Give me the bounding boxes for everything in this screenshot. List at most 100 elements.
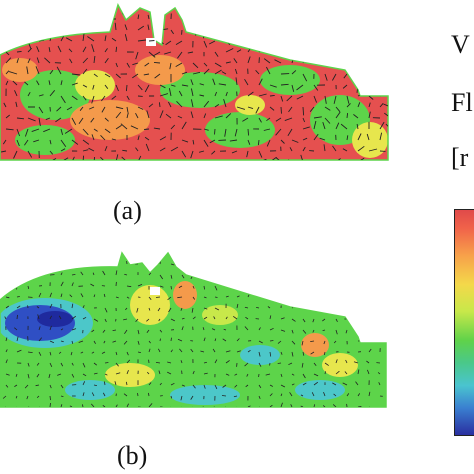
velocity-vector <box>104 35 107 42</box>
velocity-vector <box>181 384 186 387</box>
velocity-vector <box>211 328 216 331</box>
velocity-vector <box>104 318 107 323</box>
velocity-vector <box>301 44 304 53</box>
velocity-vector <box>313 33 315 42</box>
velocity-vector <box>177 338 183 342</box>
velocity-vector <box>244 326 249 331</box>
velocity-vector <box>101 95 106 102</box>
velocity-vector <box>69 294 73 298</box>
velocity-vector <box>144 128 150 130</box>
velocity-vector <box>257 139 260 146</box>
velocity-vector <box>170 395 173 399</box>
velocity-vector <box>2 263 7 266</box>
velocity-vector <box>80 293 84 298</box>
velocity-vector <box>246 150 249 158</box>
velocity-vector <box>389 371 391 375</box>
velocity-vector <box>181 263 186 266</box>
velocity-vector <box>268 263 271 269</box>
velocity-vector <box>82 362 86 368</box>
velocity-vector <box>176 162 183 164</box>
velocity-vector <box>368 13 372 20</box>
velocity-vector <box>190 348 194 353</box>
velocity-vector <box>90 403 95 407</box>
velocity-vector <box>38 18 44 26</box>
velocity-vector <box>277 340 282 344</box>
velocity-vector <box>114 22 117 31</box>
velocity-vector <box>120 5 128 9</box>
velocity-vector <box>247 405 251 407</box>
velocity-vector <box>60 362 64 367</box>
velocity-vector <box>302 329 307 334</box>
velocity-vector <box>104 146 108 152</box>
velocity-vector <box>81 25 84 31</box>
velocity-vector <box>236 253 239 257</box>
velocity-vector <box>368 28 376 31</box>
velocity-vector <box>82 392 85 397</box>
velocity-vector <box>258 384 262 389</box>
velocity-vector <box>93 362 98 366</box>
velocity-vector <box>203 384 206 389</box>
velocity-vector <box>225 61 231 64</box>
velocity-vector <box>324 371 326 375</box>
velocity-vector <box>357 406 362 407</box>
velocity-vector <box>379 40 383 49</box>
velocity-vector <box>323 144 326 152</box>
velocity-vector <box>137 25 145 31</box>
velocity-vector <box>288 106 293 113</box>
velocity-vector <box>115 46 118 53</box>
velocity-vector <box>225 360 230 364</box>
velocity-vector <box>159 329 163 333</box>
velocity-vector <box>27 58 31 64</box>
velocity-vector <box>71 18 79 23</box>
velocity-vector <box>175 40 183 45</box>
velocity-vector <box>65 37 73 42</box>
velocity-vector <box>27 285 30 289</box>
velocity-vector <box>144 84 150 93</box>
velocity-vector <box>125 307 128 311</box>
velocity-vector <box>12 80 18 86</box>
velocity-vector <box>148 382 152 386</box>
velocity-vector <box>181 16 187 20</box>
velocity-vector <box>27 150 33 158</box>
velocity-vector <box>324 62 330 65</box>
velocity-vector <box>122 253 128 254</box>
velocity-vector <box>82 404 84 407</box>
velocity-vector <box>263 128 271 131</box>
velocity-vector <box>104 307 108 313</box>
velocity-vector <box>258 18 262 26</box>
velocity-vector <box>313 292 317 298</box>
velocity-vector <box>368 62 370 72</box>
velocity-vector <box>246 373 249 377</box>
velocity-vector <box>130 125 139 130</box>
velocity-vector <box>120 123 128 130</box>
velocity-vector <box>90 283 95 287</box>
velocity-vector <box>48 80 51 86</box>
velocity-vector <box>258 7 260 14</box>
velocity-vector <box>15 101 18 108</box>
velocity-vector <box>335 36 339 42</box>
velocity-vector <box>5 384 9 388</box>
velocity-vector <box>153 61 161 64</box>
velocity-vector <box>335 111 341 119</box>
velocity-vector <box>38 117 41 127</box>
velocity-vector <box>13 18 18 27</box>
velocity-vector <box>49 90 56 97</box>
velocity-vector <box>27 362 30 367</box>
velocity-vector <box>148 392 150 397</box>
velocity-vector <box>309 17 315 20</box>
velocity-vector <box>180 360 183 364</box>
velocity-vector <box>115 270 118 276</box>
velocity-vector <box>3 102 7 108</box>
velocity-vector <box>192 316 196 320</box>
velocity-field-plot-a <box>0 3 389 164</box>
velocity-vector <box>92 272 95 276</box>
velocity-vector <box>36 395 40 398</box>
velocity-vector <box>137 329 140 335</box>
velocity-vector <box>57 373 62 376</box>
velocity-vector <box>247 294 250 298</box>
velocity-vector <box>137 284 143 287</box>
velocity-vector <box>71 362 74 366</box>
velocity-vector <box>199 83 205 86</box>
velocity-vector <box>280 317 285 320</box>
velocity-vector <box>223 328 227 331</box>
